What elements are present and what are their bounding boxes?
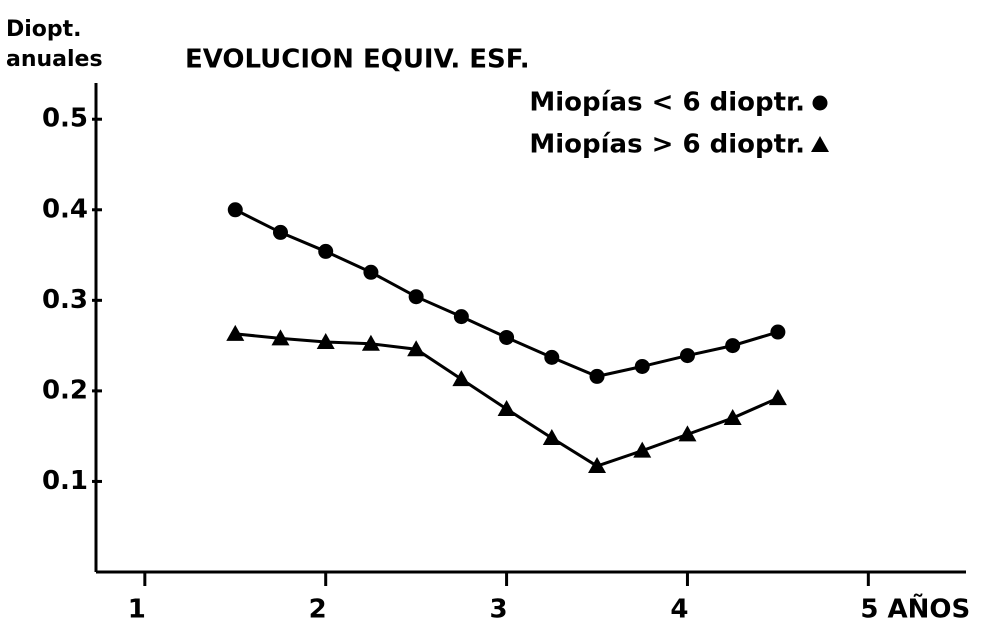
x-tick-label: 5 AÑOS (860, 593, 970, 625)
data-point (633, 441, 652, 458)
data-point (452, 370, 471, 387)
x-tick-label: 1 (128, 595, 146, 625)
y-tick-label: 0.3 (42, 285, 88, 315)
data-point (316, 332, 335, 349)
y-tick-label: 0.5 (42, 104, 88, 134)
data-point (497, 400, 516, 416)
legend-marker (812, 95, 828, 111)
data-point (544, 349, 560, 365)
legend-label: Miopías < 6 dioptr. (529, 88, 805, 118)
y-tick-label: 0.2 (42, 375, 88, 405)
x-tick-label: 4 (670, 595, 688, 625)
data-point (768, 389, 787, 406)
data-point (723, 409, 742, 426)
data-point (679, 348, 695, 364)
data-point (542, 428, 561, 445)
data-point (271, 329, 290, 346)
data-point (272, 224, 288, 240)
x-tick-label: 3 (490, 595, 508, 625)
y-tick-label: 0.4 (42, 194, 88, 224)
data-point (226, 324, 245, 341)
data-point (499, 329, 515, 345)
legend-marker (811, 136, 829, 152)
y-axis-label: Diopt. (6, 17, 82, 42)
y-axis-label: anuales (6, 47, 103, 72)
data-point (453, 309, 469, 325)
data-point (725, 338, 741, 354)
data-point (589, 368, 605, 384)
data-point (408, 289, 424, 305)
y-tick-label: 0.1 (42, 466, 88, 496)
series-line (234, 208, 779, 378)
data-point (361, 334, 380, 351)
data-point (407, 340, 426, 357)
x-tick-label: 2 (309, 595, 327, 625)
data-point (318, 243, 334, 259)
data-point (634, 358, 650, 374)
data-point (770, 324, 786, 340)
data-point (363, 264, 379, 280)
data-point (678, 425, 697, 442)
chart-title: EVOLUCION EQUIV. ESF. (185, 45, 530, 75)
data-point (588, 457, 607, 474)
legend-label: Miopías > 6 dioptr. (529, 130, 805, 160)
data-point (227, 202, 243, 218)
